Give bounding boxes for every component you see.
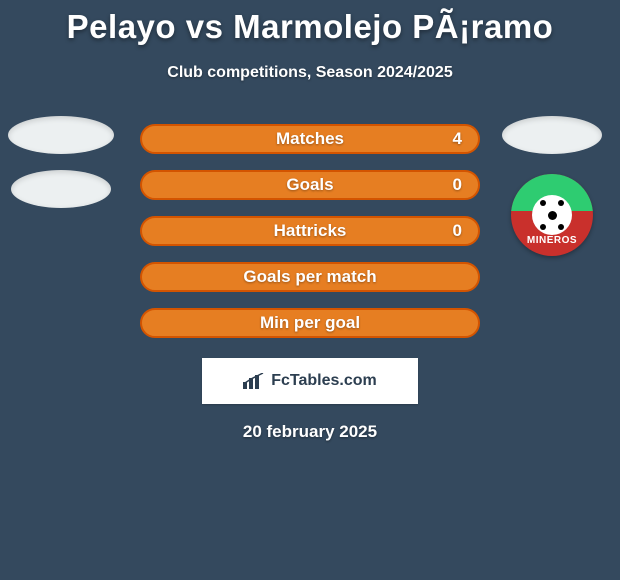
stat-bar-value: 0 bbox=[453, 221, 462, 241]
stat-bar-label: Goals bbox=[286, 175, 333, 195]
stat-bar: Hattricks 0 bbox=[140, 216, 480, 246]
soccer-ball-icon bbox=[532, 195, 572, 235]
brand-bars-icon bbox=[243, 373, 265, 389]
stat-bar-label: Hattricks bbox=[274, 221, 347, 241]
stat-bar-label: Matches bbox=[276, 129, 344, 149]
stat-bar-label: Goals per match bbox=[243, 267, 376, 287]
subtitle: Club competitions, Season 2024/2025 bbox=[0, 64, 620, 82]
stat-bar: Goals 0 bbox=[140, 170, 480, 200]
stat-bar-value: 4 bbox=[453, 129, 462, 149]
right-avatar-placeholder bbox=[502, 116, 602, 154]
page-title: Pelayo vs Marmolejo PÃ¡ramo bbox=[0, 0, 620, 46]
right-player-column: MINEROS bbox=[502, 116, 602, 256]
team-crest: MINEROS bbox=[511, 174, 593, 256]
brand-label: FcTables.com bbox=[271, 372, 377, 390]
left-avatar-placeholder-2 bbox=[11, 170, 111, 208]
stat-bar: Goals per match bbox=[140, 262, 480, 292]
brand-text: FcTables.com bbox=[243, 372, 377, 390]
brand-banner: FcTables.com bbox=[202, 358, 418, 404]
stat-bar: Min per goal bbox=[140, 308, 480, 338]
stat-bar: Matches 4 bbox=[140, 124, 480, 154]
stat-bar-label: Min per goal bbox=[260, 313, 360, 333]
left-avatar-placeholder-1 bbox=[8, 116, 114, 154]
crest-ribbon-text: MINEROS bbox=[515, 235, 589, 246]
date-text: 20 february 2025 bbox=[0, 422, 620, 442]
left-player-column bbox=[8, 116, 114, 208]
stat-bar-value: 0 bbox=[453, 175, 462, 195]
